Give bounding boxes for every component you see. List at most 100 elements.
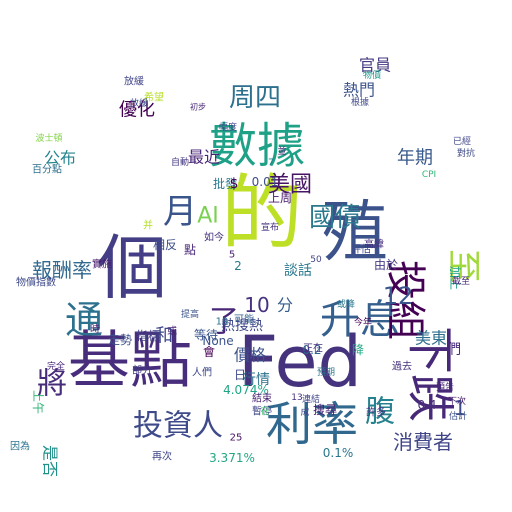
word-cloud-word: 上午 xyxy=(31,390,45,414)
word-cloud-word: 公布 xyxy=(44,149,76,168)
word-cloud-word: 波士頓 xyxy=(35,132,62,144)
word-cloud-word: 放緩 xyxy=(124,75,144,88)
word-cloud-word: 點 xyxy=(184,243,196,257)
word-cloud-word: 許多 xyxy=(366,406,386,419)
word-cloud-word: 0.2 xyxy=(302,343,321,357)
word-cloud-word: 搜尋 xyxy=(313,402,337,417)
word-cloud-word: 25 xyxy=(230,433,243,444)
word-cloud-word: 人們 xyxy=(192,366,212,379)
word-cloud-word: 13 xyxy=(291,393,302,403)
word-cloud-word: 會 xyxy=(203,345,215,359)
word-cloud-word: 物價指數 xyxy=(16,276,56,289)
word-cloud-word: 部分 xyxy=(132,364,152,377)
word-cloud-word: 提高 xyxy=(181,308,199,320)
word-cloud-word: 價格 xyxy=(234,346,266,365)
word-cloud-word: 1 xyxy=(454,396,467,420)
word-cloud-word: 截至 xyxy=(452,275,470,287)
word-cloud-word: 放緩 xyxy=(130,97,148,109)
word-cloud-word: 熱搜熱 xyxy=(221,318,263,334)
word-cloud-word: 已經 xyxy=(453,135,471,147)
word-cloud-word: 是否 xyxy=(41,445,60,477)
word-cloud-word: 們 xyxy=(447,342,461,358)
word-cloud-word: 加上 xyxy=(448,266,462,290)
word-cloud-word: Fed xyxy=(238,321,362,403)
word-cloud-word: 希望 xyxy=(144,91,164,104)
word-cloud-word: 百分點 xyxy=(32,163,62,176)
word-cloud-word: 如今 xyxy=(204,231,224,244)
word-cloud-word: 周四 xyxy=(229,83,281,113)
word-cloud-word: 19 xyxy=(216,317,229,328)
word-cloud-word: 7 xyxy=(268,158,274,169)
word-cloud-word: 年期 xyxy=(397,148,433,169)
word-cloud-word: 國債 xyxy=(309,203,361,233)
word-cloud-word: None xyxy=(202,334,233,348)
word-cloud-word: 評估 xyxy=(351,243,371,256)
word-cloud-word: 的 xyxy=(221,167,303,262)
word-cloud-word: 2 xyxy=(234,259,242,273)
word-cloud-word: 消費者 xyxy=(393,430,453,454)
word-cloud-word: 上周 xyxy=(268,191,292,205)
word-cloud-word: 可能 xyxy=(234,313,254,326)
word-cloud-word: CPI xyxy=(422,170,436,180)
word-cloud-word: 幅度 xyxy=(219,121,237,133)
word-cloud-word: 官員 xyxy=(359,56,391,75)
word-cloud-word: 對抗 xyxy=(457,147,475,159)
word-cloud-word: 5 xyxy=(229,250,235,261)
word-cloud-word: 談話 xyxy=(284,262,312,279)
word-cloud-word: 實施 xyxy=(92,258,112,271)
word-cloud-word: 12 xyxy=(383,282,414,310)
word-cloud-word: 初步 xyxy=(190,102,206,112)
word-cloud-word: 指標 xyxy=(136,328,160,343)
word-cloud-word: 因為 xyxy=(10,440,30,453)
word-cloud-word: 升息 xyxy=(320,297,400,343)
word-cloud-word: 相反 xyxy=(153,238,177,252)
word-cloud-word: 4.074% xyxy=(223,383,269,397)
word-cloud-word: 走勢 xyxy=(108,332,132,347)
word-cloud-word: 最近 xyxy=(188,148,220,167)
word-cloud-word: 月 xyxy=(163,192,197,232)
word-cloud-word: 行情 xyxy=(242,372,270,388)
word-cloud-word: 根據 xyxy=(351,96,369,108)
word-cloud-word: 完全 xyxy=(47,360,65,372)
word-cloud-word: 在 xyxy=(260,405,269,417)
word-cloud-word: 時 xyxy=(90,324,100,336)
word-cloud-word: 了 xyxy=(209,305,239,340)
word-cloud-word: 分 xyxy=(277,296,293,315)
word-cloud-word: 和 xyxy=(155,326,173,347)
word-cloud-word: 或降 xyxy=(337,298,355,310)
word-cloud-word: 或 xyxy=(167,326,177,338)
word-cloud-word: 暫停 xyxy=(252,405,272,418)
word-cloud-word: 高緯 xyxy=(364,238,384,251)
word-cloud-word: 日 xyxy=(234,368,246,382)
word-cloud-word: 利率 xyxy=(266,397,358,451)
word-cloud-word: 50 xyxy=(310,255,322,265)
word-cloud-word: 並 xyxy=(277,145,286,157)
word-cloud-word: 數據 xyxy=(209,118,305,174)
word-cloud-word: 正在 xyxy=(303,343,323,355)
word-cloud-word: 殖 xyxy=(322,194,388,271)
word-cloud-word: 降 xyxy=(352,343,364,357)
word-cloud-word: $ xyxy=(230,176,239,192)
word-cloud-word: 并 xyxy=(143,219,153,232)
word-cloud-word: 通 xyxy=(65,298,103,342)
word-cloud-word: 個 xyxy=(97,227,167,309)
word-cloud-word: 下跌 xyxy=(402,326,458,422)
word-cloud-word: 10 xyxy=(244,293,269,317)
word-cloud-word: AI xyxy=(197,204,219,229)
word-cloud-word: 投資人 xyxy=(133,409,223,444)
word-cloud-word: 至 xyxy=(443,249,483,283)
word-cloud-word: 0.1% xyxy=(323,446,354,460)
word-cloud-word: 自動 xyxy=(171,156,189,168)
word-cloud-word: 由於 xyxy=(374,257,398,272)
word-cloud-word: 估計 xyxy=(449,410,467,422)
word-cloud-word: 再次 xyxy=(152,450,172,463)
word-cloud-word: 宣布 xyxy=(261,221,279,233)
word-cloud-word: 今年 xyxy=(354,316,372,328)
word-cloud-word: 美國 xyxy=(268,173,312,198)
word-cloud-word: 腹 xyxy=(365,395,395,430)
word-cloud-word: 0.4 xyxy=(417,398,436,412)
word-cloud-word: 優化 xyxy=(119,100,155,121)
word-cloud-word: 美東 xyxy=(415,329,447,348)
word-cloud-word: 報酬率 xyxy=(32,258,92,282)
